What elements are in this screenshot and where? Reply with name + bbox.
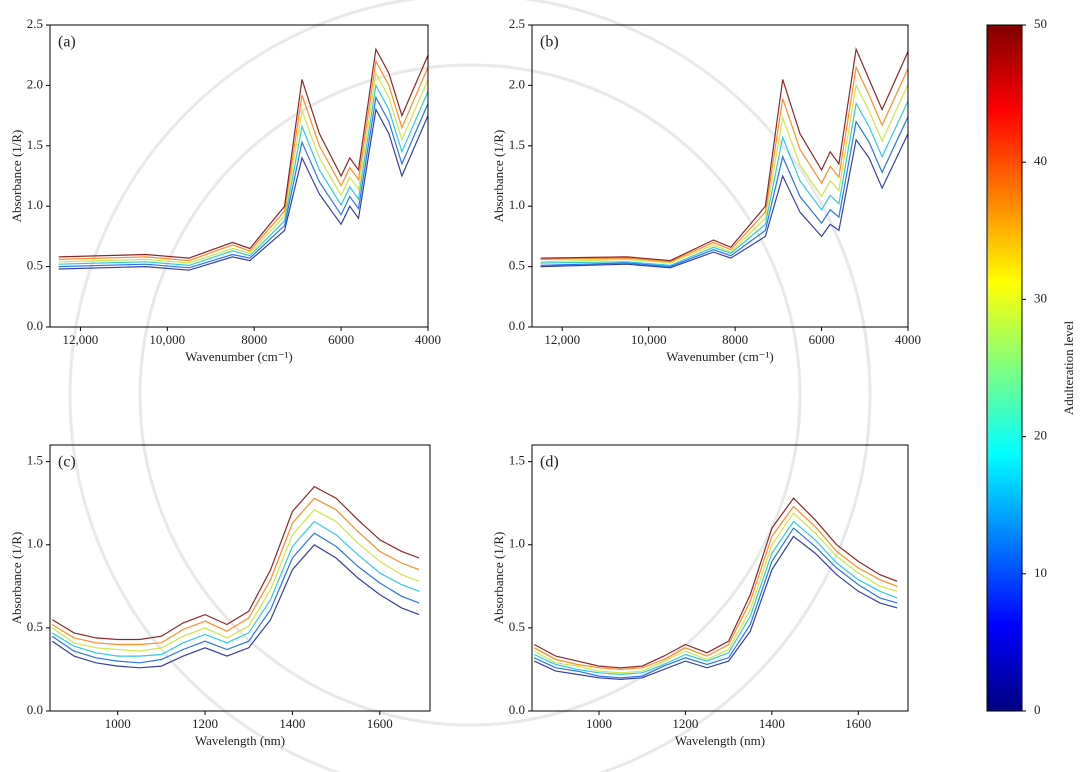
x-tick-label: 1600 xyxy=(845,716,871,731)
y-tick-label: 1.0 xyxy=(509,197,525,212)
x-tick-label: 12,000 xyxy=(544,332,580,347)
y-tick-label: 2.5 xyxy=(509,16,525,31)
y-tick-label: 1.0 xyxy=(509,536,525,551)
y-tick-label: 2.0 xyxy=(509,76,525,91)
x-tick-label: 1200 xyxy=(672,716,698,731)
x-tick-label: 1000 xyxy=(105,716,131,731)
x-axis-label: Wavenumber (cm⁻¹) xyxy=(666,349,774,364)
spectrum-line xyxy=(533,512,898,674)
spectrum-line xyxy=(533,497,898,669)
x-tick-label: 10,000 xyxy=(149,332,185,347)
x-tick-label: 6000 xyxy=(328,332,354,347)
x-tick-label: 8000 xyxy=(722,332,748,347)
axes-frame xyxy=(49,24,429,328)
y-axis-label: Absorbance (1/R) xyxy=(491,130,506,223)
spectrum-line xyxy=(533,535,898,681)
x-axis-label: Wavenumber (cm⁻¹) xyxy=(185,349,293,364)
y-tick-label: 0.0 xyxy=(27,318,43,333)
spectrum-line xyxy=(51,544,420,669)
spectrum-line xyxy=(58,59,429,262)
y-axis-label: Absorbance (1/R) xyxy=(9,532,24,625)
colorbar-tick-label: 40 xyxy=(1034,153,1047,168)
y-tick-label: 1.0 xyxy=(27,536,43,551)
x-tick-label: 1600 xyxy=(367,716,393,731)
panel-label: (a) xyxy=(58,34,76,51)
y-tick-label: 0.5 xyxy=(509,619,525,634)
spectrum-line xyxy=(540,133,909,269)
y-tick-label: 0.0 xyxy=(509,702,525,717)
spectrum-line xyxy=(58,95,429,269)
y-tick-label: 0.5 xyxy=(27,619,43,634)
axes-frame xyxy=(49,444,431,712)
x-axis-label: Wavelength (nm) xyxy=(675,733,765,748)
x-tick-label: 1200 xyxy=(192,716,218,731)
panel-label: (b) xyxy=(540,34,559,51)
spectrum-line xyxy=(58,83,429,267)
y-tick-label: 0.5 xyxy=(509,258,525,273)
x-tick-label: 10,000 xyxy=(631,332,667,347)
spectrum-line xyxy=(540,65,909,263)
spectrum-line xyxy=(51,485,420,641)
x-tick-label: 1400 xyxy=(759,716,785,731)
spectrum-line xyxy=(51,497,420,646)
x-tick-label: 4000 xyxy=(415,332,441,347)
spectrum-line xyxy=(58,71,429,264)
colorbar xyxy=(986,24,1023,712)
spectrum-line xyxy=(540,83,909,264)
x-tick-label: 8000 xyxy=(241,332,267,347)
x-tick-label: 6000 xyxy=(809,332,835,347)
colorbar-label: Adulteration level xyxy=(1061,321,1076,416)
colorbar-tick-label: 30 xyxy=(1034,290,1047,305)
spectrum-line xyxy=(533,520,898,676)
y-tick-label: 1.5 xyxy=(509,453,525,468)
y-tick-label: 2.0 xyxy=(27,76,43,91)
y-tick-label: 2.5 xyxy=(27,16,43,31)
x-tick-label: 1400 xyxy=(279,716,305,731)
panel-label: (c) xyxy=(58,454,76,471)
x-tick-label: 12,000 xyxy=(63,332,99,347)
spectrum-line xyxy=(51,509,420,652)
x-axis-label: Wavelength (nm) xyxy=(195,733,285,748)
y-tick-label: 0.0 xyxy=(509,318,525,333)
y-tick-label: 1.5 xyxy=(509,137,525,152)
spectrum-line xyxy=(51,520,420,657)
spectrum-line xyxy=(58,107,429,271)
spectrum-line xyxy=(540,100,909,267)
spectrum-line xyxy=(58,47,429,259)
panel-label: (d) xyxy=(540,454,559,471)
spectrum-line xyxy=(533,527,898,679)
colorbar-tick-label: 10 xyxy=(1034,565,1047,580)
watermark xyxy=(68,0,872,772)
y-axis-label: Absorbance (1/R) xyxy=(491,532,506,625)
colorbar-tick-label: 50 xyxy=(1034,16,1047,31)
y-axis-label: Absorbance (1/R) xyxy=(9,130,24,223)
y-tick-label: 0.0 xyxy=(27,702,43,717)
spectrum-line xyxy=(51,532,420,664)
spectrum-line xyxy=(533,505,898,671)
spectrum-line xyxy=(540,116,909,268)
y-tick-label: 1.0 xyxy=(27,197,43,212)
x-tick-label: 4000 xyxy=(895,332,921,347)
y-tick-label: 1.5 xyxy=(27,137,43,152)
y-tick-label: 0.5 xyxy=(27,258,43,273)
axes-frame xyxy=(531,24,909,328)
colorbar-tick-label: 0 xyxy=(1034,702,1041,717)
x-tick-label: 1000 xyxy=(586,716,612,731)
colorbar-tick-label: 20 xyxy=(1034,428,1047,443)
axes-frame xyxy=(531,444,909,712)
spectrum-line xyxy=(540,47,909,262)
y-tick-label: 1.5 xyxy=(27,453,43,468)
